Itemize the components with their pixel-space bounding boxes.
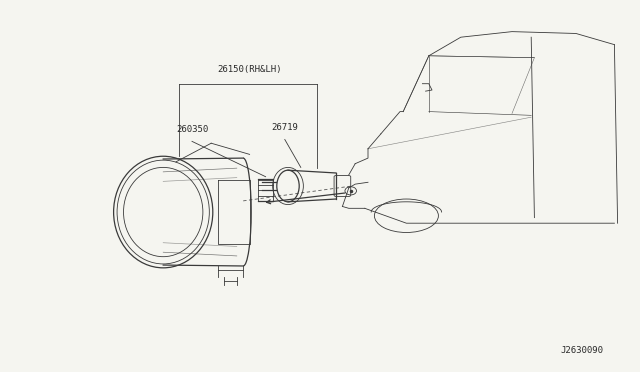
Text: 260350: 260350 [176, 125, 208, 134]
Text: 26150(RH&LH): 26150(RH&LH) [218, 65, 282, 74]
Text: J2630090: J2630090 [561, 346, 604, 355]
Text: 26719: 26719 [271, 123, 298, 132]
